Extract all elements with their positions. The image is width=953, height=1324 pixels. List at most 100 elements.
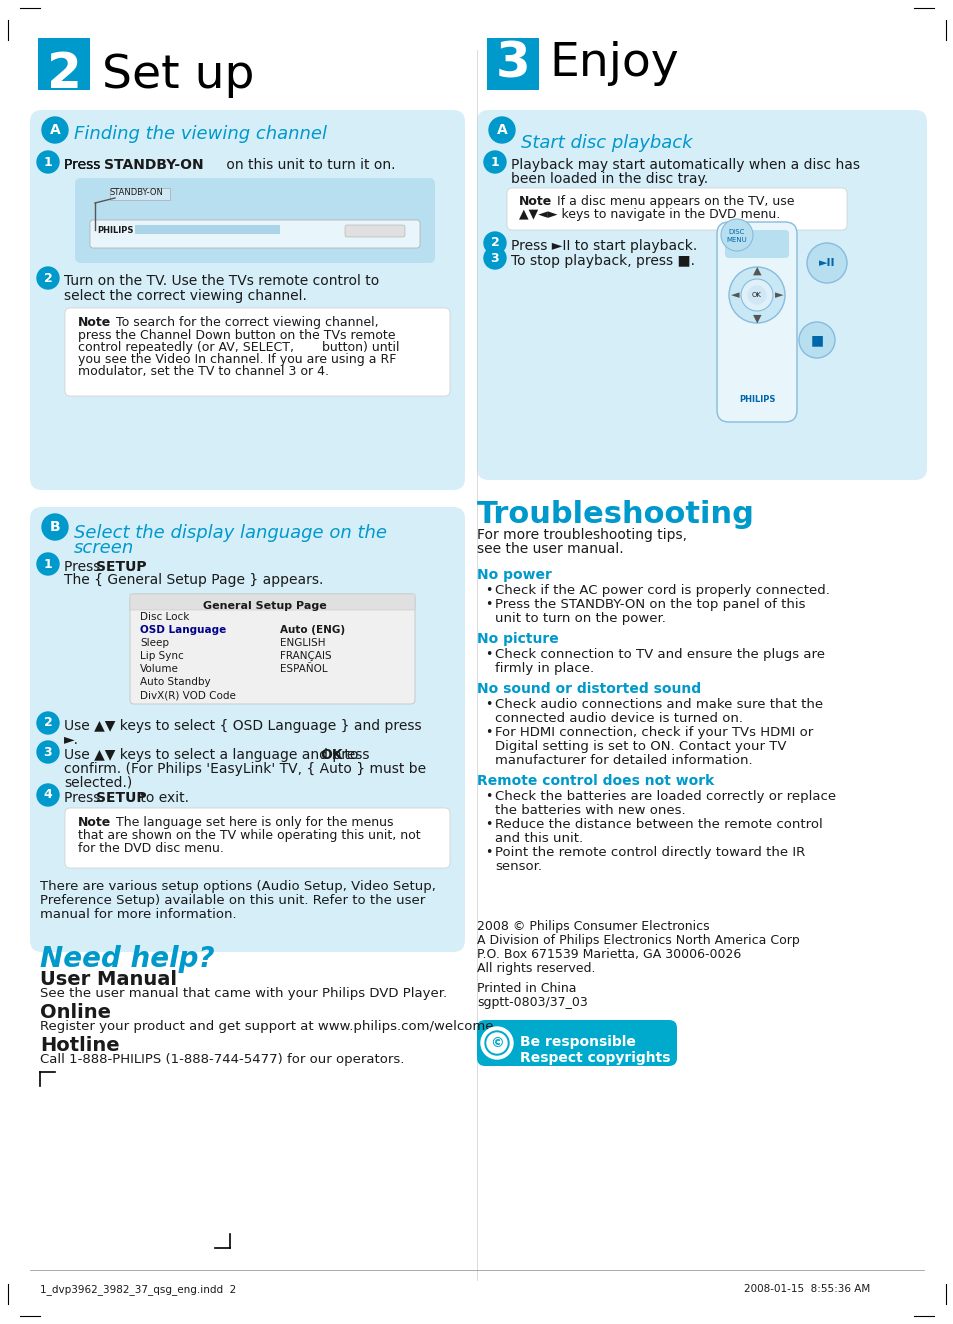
Text: Press: Press — [64, 158, 105, 172]
Text: No picture: No picture — [476, 632, 558, 646]
FancyBboxPatch shape — [65, 308, 450, 396]
Text: •: • — [484, 598, 492, 610]
Text: Auto Standby: Auto Standby — [140, 677, 211, 687]
Text: 2: 2 — [490, 237, 498, 249]
FancyBboxPatch shape — [476, 1019, 677, 1066]
Text: Turn on the TV. Use the TVs remote control to: Turn on the TV. Use the TVs remote contr… — [64, 274, 379, 289]
Text: 3: 3 — [496, 40, 530, 87]
Text: 2: 2 — [44, 271, 52, 285]
Text: Press the STANDBY-ON on the top panel of this: Press the STANDBY-ON on the top panel of… — [495, 598, 804, 610]
Circle shape — [483, 232, 505, 254]
Text: Respect copyrights: Respect copyrights — [519, 1051, 670, 1064]
Circle shape — [37, 267, 59, 289]
Text: Press: Press — [64, 158, 105, 172]
Circle shape — [37, 553, 59, 575]
Text: confirm. (For Philips 'EasyLink' TV, { Auto } must be: confirm. (For Philips 'EasyLink' TV, { A… — [64, 763, 426, 776]
Text: Use ▲▼ keys to select { OSD Language } and press: Use ▲▼ keys to select { OSD Language } a… — [64, 719, 421, 733]
Text: For more troubleshooting tips,: For more troubleshooting tips, — [476, 528, 686, 542]
Text: that are shown on the TV while operating this unit, not: that are shown on the TV while operating… — [78, 829, 420, 842]
Bar — [130, 594, 415, 610]
FancyBboxPatch shape — [130, 594, 415, 704]
Text: PHILIPS: PHILIPS — [738, 395, 775, 404]
Text: for the DVD disc menu.: for the DVD disc menu. — [78, 842, 224, 855]
Text: unit to turn on the power.: unit to turn on the power. — [495, 612, 665, 625]
Text: Press: Press — [64, 158, 105, 172]
FancyBboxPatch shape — [65, 808, 450, 869]
Text: ©: © — [490, 1035, 503, 1050]
FancyBboxPatch shape — [476, 110, 926, 481]
Text: firmly in place.: firmly in place. — [495, 662, 594, 675]
Text: The { General Setup Page } appears.: The { General Setup Page } appears. — [64, 573, 323, 587]
Text: 1_dvp3962_3982_37_qsg_eng.indd  2: 1_dvp3962_3982_37_qsg_eng.indd 2 — [40, 1284, 236, 1295]
Text: •: • — [484, 584, 492, 597]
Text: Volume: Volume — [140, 665, 178, 674]
Circle shape — [37, 741, 59, 763]
Text: Preference Setup) available on this unit. Refer to the user: Preference Setup) available on this unit… — [40, 894, 425, 907]
FancyBboxPatch shape — [345, 225, 405, 237]
Text: the batteries with new ones.: the batteries with new ones. — [495, 804, 685, 817]
Circle shape — [37, 784, 59, 806]
Text: 4: 4 — [44, 789, 52, 801]
Text: DISC: DISC — [728, 229, 744, 234]
Text: There are various setup options (Audio Setup, Video Setup,: There are various setup options (Audio S… — [40, 880, 436, 892]
Text: Sleep: Sleep — [140, 638, 169, 647]
Text: •: • — [484, 698, 492, 711]
Circle shape — [486, 1033, 506, 1053]
Text: Lip Sync: Lip Sync — [140, 651, 184, 661]
Text: manufacturer for detailed information.: manufacturer for detailed information. — [495, 753, 752, 767]
Circle shape — [37, 151, 59, 173]
Text: ENGLISH: ENGLISH — [280, 638, 325, 647]
Circle shape — [42, 514, 68, 540]
Text: To search for the correct viewing channel,: To search for the correct viewing channe… — [108, 316, 378, 328]
Text: B: B — [50, 520, 60, 534]
Circle shape — [799, 322, 834, 357]
Text: Need help?: Need help? — [40, 945, 214, 973]
Text: ▲: ▲ — [752, 266, 760, 275]
Text: ◄: ◄ — [730, 290, 739, 301]
Circle shape — [480, 1027, 513, 1059]
Text: Hotline: Hotline — [40, 1035, 119, 1055]
Text: Set up: Set up — [102, 53, 254, 98]
Text: The language set here is only for the menus: The language set here is only for the me… — [108, 816, 393, 829]
Text: Playback may start automatically when a disc has: Playback may start automatically when a … — [511, 158, 859, 172]
Text: 1: 1 — [44, 557, 52, 571]
Circle shape — [483, 151, 505, 173]
Text: A: A — [497, 123, 507, 136]
Text: If a disc menu appears on the TV, use: If a disc menu appears on the TV, use — [548, 195, 794, 208]
Text: SETUP: SETUP — [96, 560, 147, 575]
FancyBboxPatch shape — [506, 188, 846, 230]
Text: SETUP: SETUP — [96, 790, 147, 805]
Text: Check audio connections and make sure that the: Check audio connections and make sure th… — [495, 698, 822, 711]
Text: Troubleshooting: Troubleshooting — [476, 500, 754, 530]
Text: User Manual: User Manual — [40, 970, 177, 989]
Text: to: to — [339, 748, 358, 763]
Text: Select the display language on the: Select the display language on the — [74, 524, 387, 542]
Text: •: • — [484, 726, 492, 739]
Bar — [38, 38, 90, 90]
Text: Start disc playback: Start disc playback — [520, 134, 692, 152]
Circle shape — [483, 248, 505, 269]
Text: 3: 3 — [44, 745, 52, 759]
Bar — [135, 225, 280, 234]
Text: All rights reserved.: All rights reserved. — [476, 963, 595, 974]
Text: 1: 1 — [44, 155, 52, 168]
Text: Register your product and get support at www.philips.com/welcome.: Register your product and get support at… — [40, 1019, 497, 1033]
Text: Check if the AC power cord is properly connected.: Check if the AC power cord is properly c… — [495, 584, 829, 597]
Circle shape — [484, 1031, 509, 1055]
Text: ►II: ►II — [818, 258, 835, 267]
Text: To stop playback, press ■.: To stop playback, press ■. — [511, 254, 695, 267]
Text: Check the batteries are loaded correctly or replace: Check the batteries are loaded correctly… — [495, 790, 835, 802]
Text: •: • — [484, 647, 492, 661]
Text: PHILIPS: PHILIPS — [97, 226, 133, 234]
Text: 2: 2 — [47, 50, 81, 98]
Text: OSD Language: OSD Language — [140, 625, 226, 636]
Text: Auto (ENG): Auto (ENG) — [280, 625, 345, 636]
Text: Finding the viewing channel: Finding the viewing channel — [74, 124, 327, 143]
Text: and this unit.: and this unit. — [495, 831, 582, 845]
Text: 2: 2 — [44, 716, 52, 730]
Text: you see the Video In channel. If you are using a RF: you see the Video In channel. If you are… — [78, 354, 395, 365]
Text: •: • — [484, 846, 492, 859]
Text: sensor.: sensor. — [495, 861, 541, 873]
Text: STANDBY-ON: STANDBY-ON — [104, 158, 203, 172]
Circle shape — [37, 712, 59, 733]
